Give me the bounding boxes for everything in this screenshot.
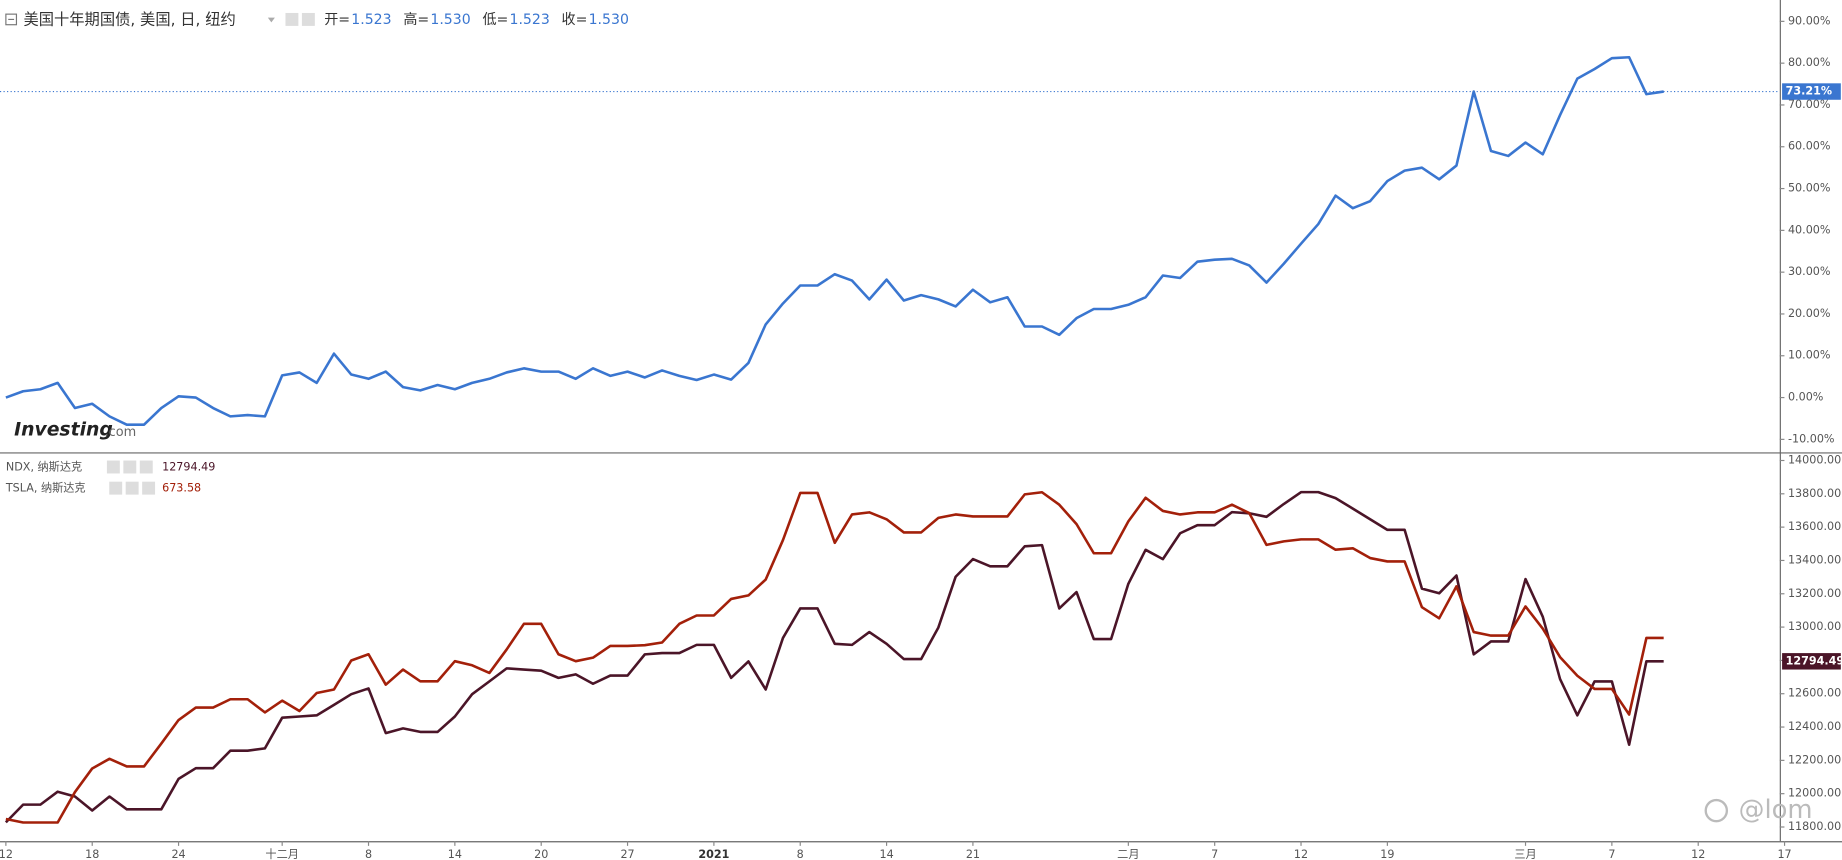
ohlc-value: 1.523 bbox=[509, 12, 549, 28]
legend-value: 673.58 bbox=[162, 482, 201, 495]
y-tick-label: 50.00% bbox=[1788, 182, 1831, 195]
close-icon[interactable] bbox=[139, 460, 153, 474]
y-tick-label: 60.00% bbox=[1788, 140, 1831, 153]
x-tick-label: 8 bbox=[365, 848, 372, 860]
series-line bbox=[4, 490, 1664, 824]
y-tick-label: 11800.00 bbox=[1788, 820, 1841, 833]
x-tick-label: 14 bbox=[448, 848, 462, 860]
x-tick-label: 7 bbox=[1211, 848, 1218, 860]
x-tick-label: 18 bbox=[85, 848, 99, 860]
y-tick-label: 12600.00 bbox=[1788, 687, 1841, 700]
y-tick-label: 13000.00 bbox=[1788, 620, 1841, 633]
legend-value: 12794.49 bbox=[162, 461, 215, 474]
close-icon[interactable] bbox=[142, 481, 156, 495]
current-value-label-bg bbox=[1782, 653, 1841, 670]
watermark-author: @lom bbox=[1739, 795, 1813, 825]
visibility-icon[interactable] bbox=[109, 481, 123, 495]
y-tick-label: 80.00% bbox=[1788, 56, 1831, 69]
y-tick-label: 13400.00 bbox=[1788, 553, 1841, 566]
legend-name: TSLA, 纳斯达克 bbox=[5, 482, 86, 495]
x-tick-label: 7 bbox=[1608, 848, 1615, 860]
x-tick-label: 12 bbox=[1294, 848, 1308, 860]
y-tick-label: 12000.00 bbox=[1788, 787, 1841, 800]
x-tick-label: 14 bbox=[879, 848, 893, 860]
y-tick-label: 13200.00 bbox=[1788, 587, 1841, 600]
y-tick-label: 70.00% bbox=[1788, 98, 1831, 111]
current-value-label-bg bbox=[1782, 83, 1841, 100]
x-tick-label: 27 bbox=[620, 848, 634, 860]
ohlc-value: 1.530 bbox=[589, 12, 629, 28]
x-tick-label: 三月 bbox=[1514, 848, 1536, 860]
ohlc-label: 开= bbox=[324, 12, 350, 28]
x-tick-label: 12 bbox=[0, 848, 13, 860]
settings-icon[interactable] bbox=[123, 460, 137, 474]
settings-icon[interactable] bbox=[125, 481, 139, 495]
y-tick-label: 20.00% bbox=[1788, 307, 1831, 320]
x-tick-label: 24 bbox=[171, 848, 185, 860]
settings-icon[interactable] bbox=[301, 12, 315, 26]
x-tick-label: 8 bbox=[797, 848, 804, 860]
watermark-icon bbox=[1704, 798, 1729, 823]
collapse-icon[interactable] bbox=[5, 13, 18, 26]
series-line bbox=[5, 490, 1664, 824]
x-tick-label: 二月 bbox=[1117, 848, 1139, 860]
ohlc-value: 1.523 bbox=[351, 12, 391, 28]
y-tick-label: -10.00% bbox=[1788, 432, 1835, 445]
x-tick-label: 12 bbox=[1691, 848, 1705, 860]
watermark-logo-suffix: .com bbox=[105, 425, 137, 440]
ohlc-label: 低= bbox=[482, 12, 508, 28]
x-tick-label: 21 bbox=[966, 848, 980, 860]
x-tick-label: 20 bbox=[534, 848, 548, 860]
chart-title: 美国十年期国债, 美国, 日, 纽约 bbox=[23, 11, 235, 29]
x-tick-label: 十二月 bbox=[265, 847, 298, 860]
y-tick-label: 40.00% bbox=[1788, 223, 1831, 236]
current-value-label: 73.21% bbox=[1786, 85, 1832, 98]
current-value-label: 12794.49 bbox=[1786, 654, 1842, 667]
y-tick-label: 13800.00 bbox=[1788, 487, 1841, 500]
x-tick-label: 19 bbox=[1380, 848, 1394, 860]
y-tick-label: 30.00% bbox=[1788, 265, 1831, 278]
x-tick-label: 17 bbox=[1777, 848, 1791, 860]
y-tick-label: 90.00% bbox=[1788, 14, 1831, 27]
x-tick-label: 2021 bbox=[698, 848, 729, 860]
watermark-logo: Investing bbox=[14, 420, 113, 441]
y-tick-label: 13600.00 bbox=[1788, 520, 1841, 533]
ohlc-label: 高= bbox=[403, 11, 429, 28]
y-tick-label: 0.00% bbox=[1788, 391, 1823, 404]
legend-name: NDX, 纳斯达克 bbox=[6, 461, 82, 474]
ohlc-label: 收= bbox=[562, 12, 588, 28]
visibility-icon[interactable] bbox=[106, 460, 120, 474]
visibility-icon[interactable] bbox=[285, 12, 299, 26]
y-tick-label: 12200.00 bbox=[1788, 753, 1841, 766]
y-tick-label: 12400.00 bbox=[1788, 720, 1841, 733]
yield-line bbox=[5, 55, 1664, 427]
ohlc-value: 1.530 bbox=[430, 12, 470, 28]
y-tick-label: 10.00% bbox=[1788, 349, 1831, 362]
dropdown-icon[interactable] bbox=[267, 17, 275, 23]
y-tick-label: 14000.00 bbox=[1788, 453, 1841, 466]
